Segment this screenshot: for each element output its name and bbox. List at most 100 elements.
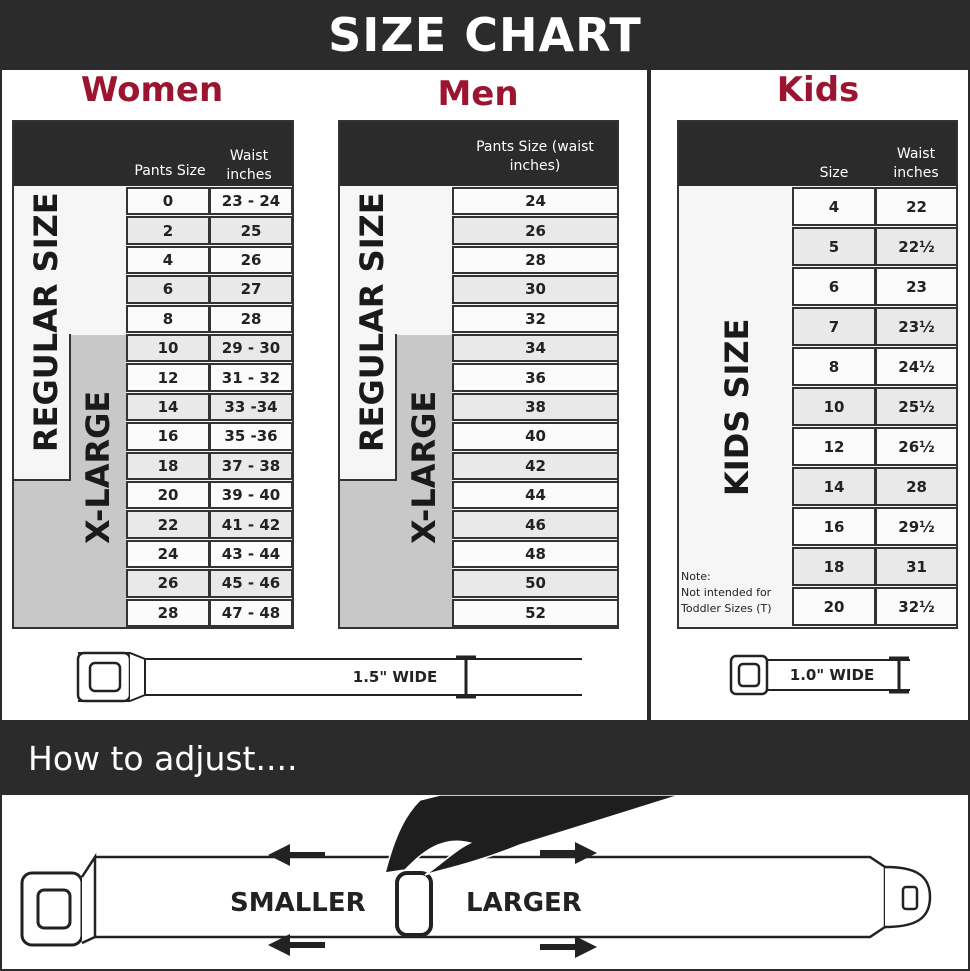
kids-size-label: KIDS SIZE <box>718 318 756 496</box>
arrow-left-icon <box>268 934 325 956</box>
men-waist-cell: 44 <box>452 481 619 510</box>
kids-waist-cell: 23 <box>875 267 958 306</box>
women-pants-size-cell: 18 <box>126 451 210 480</box>
women-table-header: Pants Size Waist inches <box>14 122 292 186</box>
men-waist-cell: 26 <box>452 216 619 245</box>
kids-size-cell: 8 <box>792 347 876 386</box>
men-waist-cell: 34 <box>452 334 619 363</box>
kids-size-cell: 18 <box>792 547 876 586</box>
women-waist-cell: 41 - 42 <box>209 510 293 539</box>
men-table: Pants Size (waist inches) REGULAR SIZE X… <box>338 120 619 629</box>
how-to-adjust-heading: How to adjust.... <box>0 722 970 795</box>
kids-waist-cell: 25½ <box>875 387 958 426</box>
kids-title: Kids <box>776 70 860 110</box>
kids-waist-cell: 29½ <box>875 507 958 546</box>
kids-waist-cell: 32½ <box>875 587 958 626</box>
adjust-panel <box>0 795 970 971</box>
kids-col-size: Size <box>819 165 849 181</box>
width-indicator-icon <box>456 655 476 699</box>
women-waist-cell: 47 - 48 <box>209 598 293 627</box>
men-waist-cell: 52 <box>452 598 619 627</box>
kids-waist-cell: 31 <box>875 547 958 586</box>
men-waist-cell: 40 <box>452 422 619 451</box>
women-waist-cell: 31 - 32 <box>209 363 293 392</box>
women-waist-cell: 37 - 38 <box>209 451 293 480</box>
women-pants-size-cell: 0 <box>126 187 210 216</box>
women-pants-size-cell: 28 <box>126 598 210 627</box>
women-pants-size-cell: 22 <box>126 510 210 539</box>
women-pants-size-cell: 16 <box>126 422 210 451</box>
women-waist-cell: 43 - 44 <box>209 539 293 569</box>
kids-size-cell: 4 <box>792 187 876 226</box>
men-waist-cell: 28 <box>452 245 619 275</box>
women-pants-size-cell: 2 <box>126 216 210 245</box>
kids-col-waist: Waist inches <box>893 146 939 181</box>
men-waist-cell: 46 <box>452 510 619 539</box>
kids-waist-cell: 26½ <box>875 427 958 466</box>
men-waist-cell: 42 <box>452 451 619 480</box>
men-waist-cell: 36 <box>452 363 619 392</box>
women-waist-cell: 26 <box>209 245 293 275</box>
women-pants-size-cell: 14 <box>126 392 210 422</box>
kids-size-cell: 10 <box>792 387 876 426</box>
kids-size-cell: 16 <box>792 507 876 546</box>
women-waist-cell: 23 - 24 <box>209 187 293 216</box>
women-table: Pants Size Waist inches REGULAR SIZE X-L… <box>12 120 294 629</box>
women-waist-cell: 35 -36 <box>209 422 293 451</box>
arrow-right-icon <box>540 936 597 958</box>
kids-note-text: Not intended for Toddler Sizes (T) <box>681 586 772 615</box>
kids-size-cell: 12 <box>792 427 876 466</box>
page-title: SIZE CHART <box>0 0 970 70</box>
kids-size-cell: 14 <box>792 467 876 506</box>
kids-table: Size Waist inches KIDS SIZE Note: Not in… <box>677 120 958 629</box>
women-waist-cell: 27 <box>209 275 293 304</box>
kids-size-cell: 20 <box>792 587 876 626</box>
women-col-pants-size: Pants Size <box>134 163 206 179</box>
women-waist-cell: 25 <box>209 216 293 245</box>
belt-1-5-illustration <box>76 651 582 703</box>
arrow-right-icon <box>540 842 597 864</box>
women-waist-cell: 28 <box>209 304 293 333</box>
belt-loop-icon <box>395 871 433 937</box>
belt-1-0-illustration <box>729 654 910 696</box>
women-pants-size-cell: 8 <box>126 304 210 333</box>
women-xlarge-label: X-LARGE <box>79 390 117 544</box>
kids-size-cell: 6 <box>792 267 876 306</box>
width-indicator-icon <box>889 656 909 694</box>
women-regular-size-label: REGULAR SIZE <box>27 192 65 452</box>
smaller-label: SMALLER <box>230 888 366 918</box>
women-pants-size-cell: 26 <box>126 569 210 598</box>
women-waist-cell: 39 - 40 <box>209 481 293 510</box>
women-pants-size-cell: 12 <box>126 363 210 392</box>
kids-waist-cell: 22½ <box>875 227 958 266</box>
men-waist-cell: 50 <box>452 569 619 598</box>
women-waist-cell: 29 - 30 <box>209 334 293 363</box>
men-waist-cell: 38 <box>452 392 619 422</box>
men-waist-cell: 30 <box>452 275 619 304</box>
women-xlarge-band-lower <box>14 480 126 627</box>
women-pants-size-cell: 10 <box>126 334 210 363</box>
hand-icon <box>383 795 681 876</box>
kids-note-title: Note: <box>681 570 711 583</box>
women-pants-size-cell: 24 <box>126 539 210 569</box>
men-col-pants-size: Pants Size (waist inches) <box>476 139 594 174</box>
arrow-left-icon <box>268 844 325 866</box>
women-men-belt-width: 1.5" WIDE <box>352 668 438 686</box>
women-pants-size-cell: 4 <box>126 245 210 275</box>
women-waist-cell: 33 -34 <box>209 392 293 422</box>
men-xlarge-band-lower <box>340 480 452 627</box>
kids-table-header: Size Waist inches <box>679 122 956 186</box>
kids-belt-width: 1.0" WIDE <box>789 666 875 684</box>
kids-waist-cell: 28 <box>875 467 958 506</box>
women-waist-cell: 45 - 46 <box>209 569 293 598</box>
men-xlarge-label: X-LARGE <box>405 390 443 544</box>
kids-waist-cell: 24½ <box>875 347 958 386</box>
men-title: Men <box>437 74 519 114</box>
size-chart-panel <box>0 70 970 722</box>
men-waist-cell: 48 <box>452 539 619 569</box>
kids-note: Note: Not intended for Toddler Sizes (T) <box>681 569 791 617</box>
women-title: Women <box>80 70 224 110</box>
larger-label: LARGER <box>466 888 582 918</box>
men-waist-cell: 24 <box>452 187 619 216</box>
kids-waist-cell: 23½ <box>875 307 958 346</box>
